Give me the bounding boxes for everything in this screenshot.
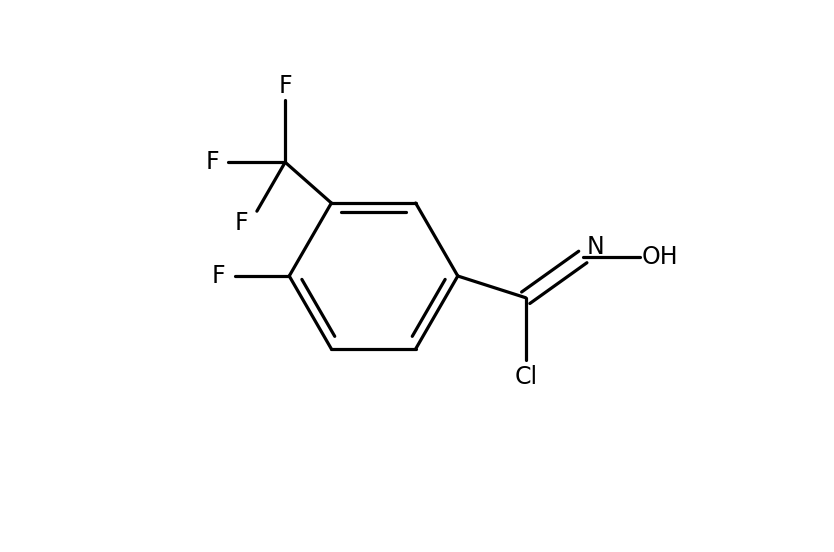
Text: F: F	[212, 264, 225, 288]
Text: Cl: Cl	[515, 364, 537, 389]
Text: N: N	[587, 235, 605, 259]
Text: F: F	[235, 211, 249, 235]
Text: F: F	[206, 150, 219, 174]
Text: F: F	[279, 73, 292, 98]
Text: OH: OH	[641, 245, 678, 269]
